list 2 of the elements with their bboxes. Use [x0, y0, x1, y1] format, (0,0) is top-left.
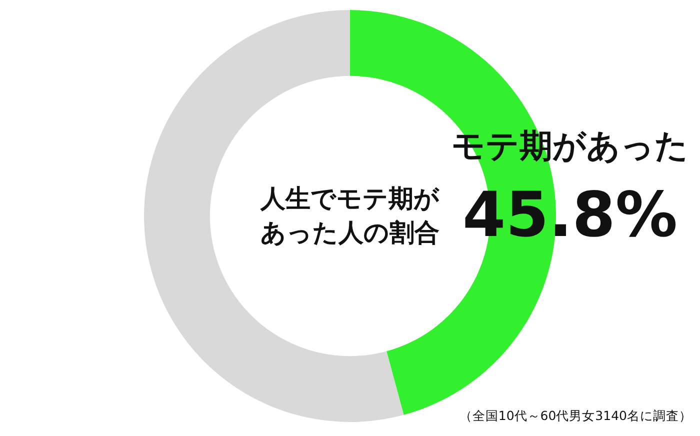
title: 人生でモテ期があった人の割合	[259, 183, 440, 249]
annotation: （全国10代～60代男女3140名に調査）	[459, 408, 692, 425]
